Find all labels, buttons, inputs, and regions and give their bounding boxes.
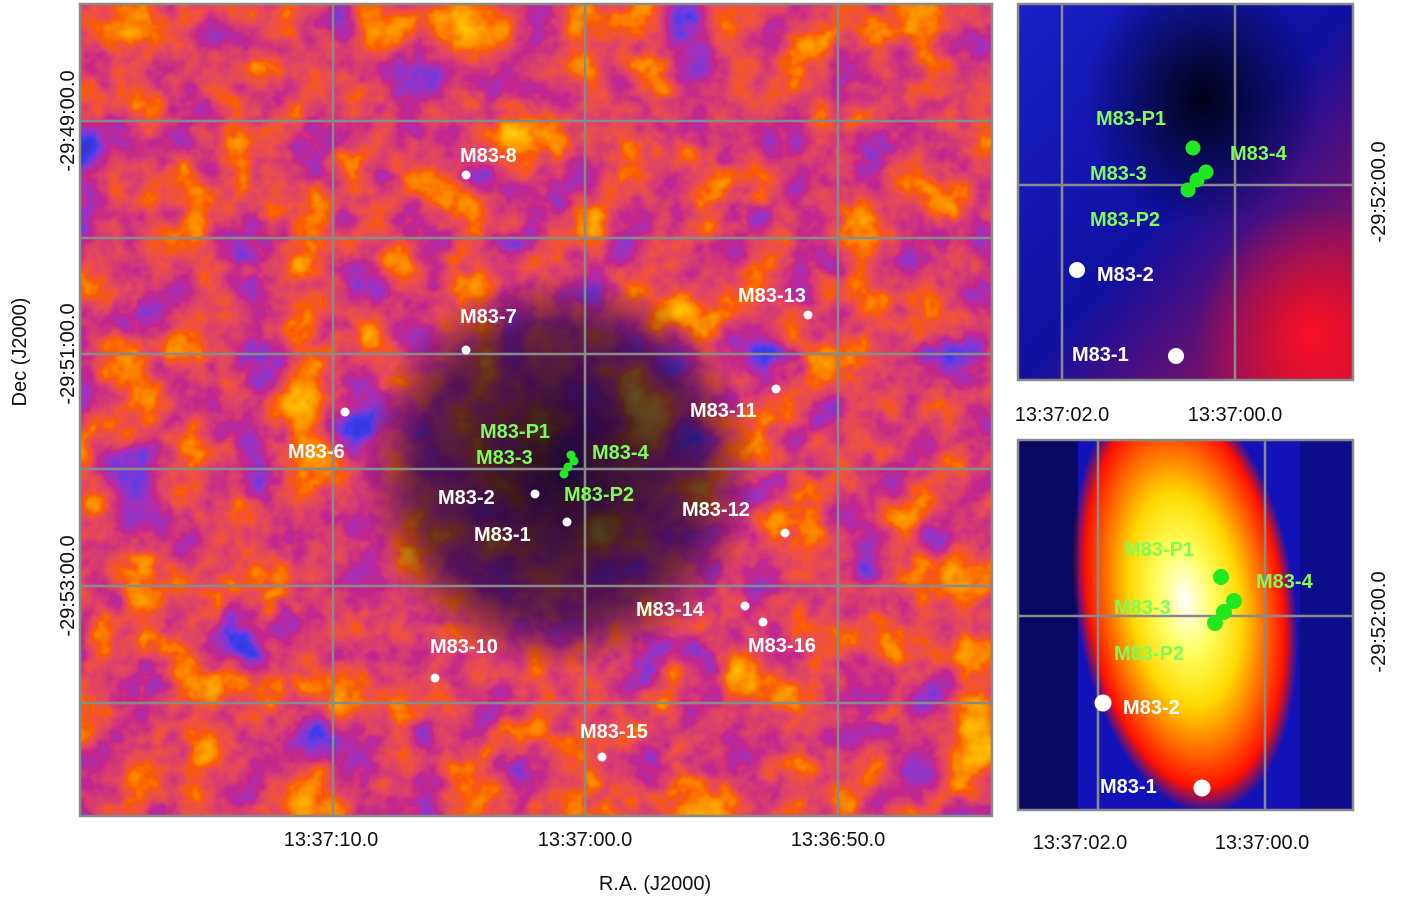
source-label: M83-7 <box>460 306 517 328</box>
source-label: M83-8 <box>460 145 517 167</box>
source-label-green: M83-P2 <box>1090 209 1160 231</box>
source-marker[interactable]: M83-11 <box>690 384 781 423</box>
source-label-green: M83-4 <box>1256 571 1314 593</box>
source-marker[interactable]: M83-1 <box>474 517 572 547</box>
source-label-green: M83-P1 <box>1096 108 1166 130</box>
source-marker-green[interactable] <box>559 450 579 479</box>
source-label: M83-13 <box>738 285 806 307</box>
source-marker[interactable]: M83-13 <box>738 285 813 320</box>
inset-top-sources <box>1069 140 1214 364</box>
source-label: M83-2 <box>1097 264 1154 286</box>
main-map <box>80 4 992 816</box>
source-label-green: M83-3 <box>476 447 533 469</box>
source-label-green: M83-3 <box>1090 163 1147 185</box>
y-tick-label: -29:53:00.0 <box>57 535 79 636</box>
source-marker[interactable]: M83-10 <box>430 636 498 683</box>
main-map-grid <box>78 2 994 818</box>
x-tick-label: 13:37:10.0 <box>284 829 379 851</box>
x-tick-label: 13:37:02.0 <box>1033 832 1128 854</box>
main-map-center-shadow <box>240 120 880 760</box>
source-label: M83-6 <box>288 441 345 463</box>
source-label: M83-16 <box>748 635 816 657</box>
y-axis-title: Dec (J2000) <box>9 298 31 407</box>
x-axis-title: R.A. (J2000) <box>599 873 711 895</box>
source-label: M83-14 <box>636 599 705 621</box>
source-label-green: M83-4 <box>1230 143 1288 165</box>
x-tick-label: 13:37:00.0 <box>1188 404 1283 426</box>
y-tick-label: -29:51:00.0 <box>57 303 79 404</box>
source-marker[interactable]: M83-6 <box>288 407 350 464</box>
source-marker[interactable]: M83-15 <box>580 721 648 762</box>
source-label: M83-11 <box>690 400 757 422</box>
source-label: M83-1 <box>1100 776 1157 798</box>
source-marker[interactable]: M83-14 <box>636 599 750 621</box>
inset-bottom-sources <box>1094 569 1242 797</box>
source-label-green: M83-3 <box>1114 597 1171 619</box>
x-tick-label: 13:37:00.0 <box>1215 832 1310 854</box>
x-tick-label: 13:37:02.0 <box>1015 404 1110 426</box>
source-label-green: M83-P2 <box>564 484 634 506</box>
y-tick-label: -29:49:00.0 <box>57 70 79 171</box>
main-axes: 13:37:10.0 13:37:00.0 13:36:50.0 R.A. (J… <box>9 70 885 895</box>
source-label: M83-1 <box>474 524 531 546</box>
x-tick-label: 13:37:00.0 <box>538 829 633 851</box>
y-tick-label: -29:52:00.0 <box>1368 141 1390 242</box>
inset-top: M83-P1 M83-4 M83-3 M83-P2 M83-2 M83-1 13… <box>1015 2 1390 426</box>
source-marker[interactable]: M83-2 <box>438 487 540 509</box>
source-label: M83-10 <box>430 636 498 658</box>
source-label-green: M83-P2 <box>1114 643 1184 665</box>
source-marker[interactable]: M83-12 <box>682 499 790 538</box>
main-sources: M83-8 M83-13 M83-7 M83-11 M83-6 M83-2 M8… <box>288 145 816 762</box>
source-label-green: M83-P1 <box>480 421 550 443</box>
source-marker[interactable]: M83-8 <box>460 145 517 180</box>
source-label: M83-2 <box>1123 697 1180 719</box>
source-label: M83-12 <box>682 499 750 521</box>
source-marker[interactable]: M83-7 <box>460 306 517 355</box>
source-label: M83-2 <box>438 487 495 509</box>
source-label: M83-15 <box>580 721 648 743</box>
source-label: M83-1 <box>1072 344 1129 366</box>
source-label-green: M83-4 <box>592 442 650 464</box>
inset-bottom: M83-P1 M83-4 M83-3 M83-P2 M83-2 M83-1 13… <box>1016 438 1390 854</box>
y-tick-label: -29:52:00.0 <box>1368 571 1390 672</box>
x-tick-label: 13:36:50.0 <box>791 829 886 851</box>
source-marker[interactable]: M83-16 <box>748 617 816 658</box>
source-label-green: M83-P1 <box>1124 539 1194 561</box>
